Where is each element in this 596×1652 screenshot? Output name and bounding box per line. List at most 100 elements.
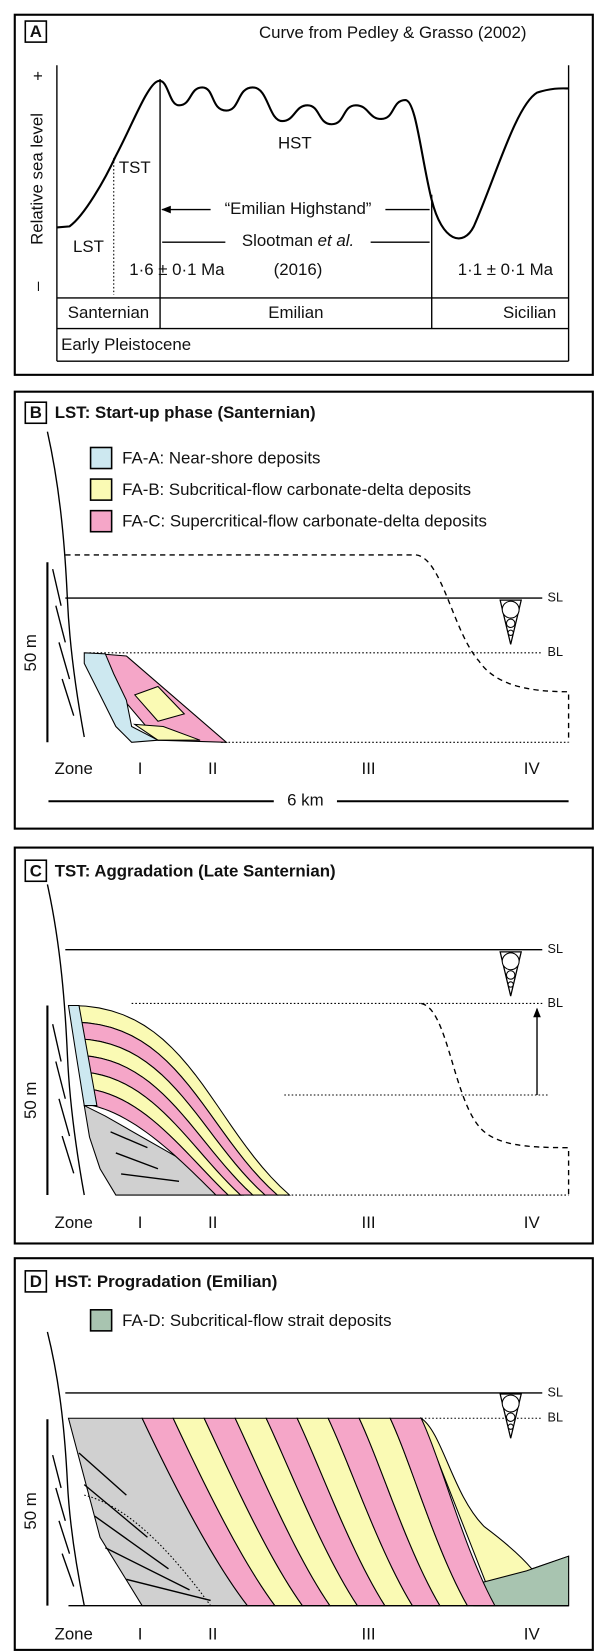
stage: Sicilian bbox=[503, 303, 556, 322]
drawing-path bbox=[56, 65, 570, 362]
drawing-path bbox=[88, 1088, 230, 1196]
drawing-path bbox=[46, 431, 85, 738]
zone: II bbox=[208, 1213, 217, 1232]
axis-high: + bbox=[33, 66, 43, 85]
drawing-path bbox=[58, 1520, 71, 1554]
drawing-path bbox=[52, 1024, 62, 1062]
zone: II bbox=[208, 1625, 217, 1644]
zone: III bbox=[362, 759, 376, 778]
zone: IV bbox=[524, 759, 541, 778]
drawing-rect bbox=[13, 1257, 594, 1651]
drawing-path bbox=[420, 1002, 570, 1196]
panel-letter: B bbox=[30, 403, 42, 422]
zone-label: Zone bbox=[55, 1213, 93, 1232]
sea-level-label: SL bbox=[548, 1385, 563, 1399]
drawing-path bbox=[58, 642, 71, 680]
sea-level-label: SL bbox=[548, 942, 563, 956]
drawing-use bbox=[499, 599, 522, 646]
drawing-path bbox=[55, 605, 66, 643]
reference: Slootman et al. bbox=[242, 232, 354, 251]
zone: IV bbox=[524, 1625, 541, 1644]
drawing-rect bbox=[24, 1270, 48, 1293]
drawing-path bbox=[55, 1487, 66, 1521]
drawing-g bbox=[70, 1004, 291, 1196]
zone: I bbox=[138, 1625, 143, 1644]
panel-title: HST: Progradation (Emilian) bbox=[55, 1272, 278, 1291]
drawing-path bbox=[61, 678, 75, 716]
stage: Emilian bbox=[268, 303, 323, 322]
drawing-path bbox=[83, 652, 160, 743]
drawing-path bbox=[61, 1553, 75, 1587]
scale-label: 50 m bbox=[21, 1082, 40, 1119]
base-level-label: BL bbox=[548, 996, 563, 1010]
tract-label: TST bbox=[119, 158, 151, 177]
zone-label: Zone bbox=[55, 759, 93, 778]
zone-label: Zone bbox=[55, 1625, 93, 1644]
drawing-path bbox=[46, 884, 85, 1196]
zone: IV bbox=[524, 1213, 541, 1232]
zone: III bbox=[362, 1625, 376, 1644]
epoch: Early Pleistocene bbox=[61, 335, 191, 354]
drawing-path bbox=[110, 1131, 180, 1183]
drawing-g bbox=[46, 431, 85, 1606]
drawing-path bbox=[78, 1452, 211, 1602]
legend-entry: FA-D: Subcritical-flow strait deposits bbox=[122, 1311, 391, 1330]
highstand-label: “Emilian Highstand” bbox=[225, 199, 372, 218]
panel-letter: D bbox=[30, 1272, 42, 1291]
drawing-use bbox=[499, 1393, 522, 1439]
axis-low: – bbox=[27, 281, 46, 291]
tract-label: HST bbox=[278, 134, 312, 153]
drawing-path bbox=[89, 652, 569, 743]
drawing-path bbox=[67, 1004, 98, 1107]
zone: I bbox=[138, 1213, 143, 1232]
tract-label: LST bbox=[73, 237, 104, 256]
drawing-path bbox=[132, 685, 201, 741]
scale-label: 50 m bbox=[21, 1492, 40, 1529]
drawing-path bbox=[52, 568, 62, 606]
drawing-path bbox=[55, 1061, 66, 1099]
drawing-rect bbox=[89, 478, 113, 501]
drawing-rect bbox=[13, 390, 594, 830]
drawing-rect bbox=[24, 20, 48, 43]
age-label: 1·1 ± 0·1 Ma bbox=[458, 260, 554, 279]
legend-entry: FA-B: Subcritical-flow carbonate-delta d… bbox=[122, 480, 471, 499]
drawing-path bbox=[84, 1494, 212, 1606]
scale-label: 50 m bbox=[21, 634, 40, 671]
zone: III bbox=[362, 1213, 376, 1232]
drawing-path bbox=[56, 80, 569, 240]
sea-level-label: SL bbox=[548, 590, 563, 604]
drawing-path bbox=[131, 1002, 569, 1196]
drawing-g bbox=[141, 1417, 496, 1607]
base-level-label: BL bbox=[548, 1411, 563, 1425]
age-label: 1·6 ± 0·1 Ma bbox=[129, 260, 225, 279]
drawing-rect bbox=[13, 846, 594, 1245]
panel-letter: C bbox=[30, 861, 42, 880]
drawing-path bbox=[65, 554, 570, 743]
drawing-path bbox=[61, 1135, 75, 1174]
drawing-rect bbox=[24, 401, 48, 425]
panel-title: LST: Start-up phase (Santernian) bbox=[55, 403, 316, 422]
zone: I bbox=[138, 759, 143, 778]
drawing-rect bbox=[13, 13, 594, 376]
source-note: Curve from Pedley & Grasso (2002) bbox=[259, 23, 526, 42]
drawing-rect bbox=[24, 859, 48, 883]
zone: II bbox=[208, 759, 217, 778]
reference-year: (2016) bbox=[274, 260, 323, 279]
drawing-rect bbox=[89, 446, 113, 470]
stage: Santernian bbox=[68, 303, 149, 322]
drawing-rect bbox=[89, 1309, 113, 1332]
axis-label: Relative sea level bbox=[27, 113, 46, 245]
drawing-tspan: Slootman bbox=[242, 232, 313, 251]
drawing-path bbox=[58, 1098, 71, 1137]
drawing-rect bbox=[89, 509, 113, 533]
panel-title: TST: Aggradation (Late Santernian) bbox=[55, 861, 336, 880]
drawing-tspan: et al. bbox=[318, 232, 354, 251]
drawing-path bbox=[52, 1454, 62, 1489]
legend-entry: FA-C: Supercritical-flow carbonate-delta… bbox=[122, 512, 487, 531]
legend-entry: FA-A: Near-shore deposits bbox=[122, 449, 320, 468]
distance-scale: 6 km bbox=[287, 791, 323, 810]
drawing-use bbox=[499, 951, 522, 997]
drawing-path bbox=[46, 1331, 85, 1606]
base-level-label: BL bbox=[548, 645, 563, 659]
